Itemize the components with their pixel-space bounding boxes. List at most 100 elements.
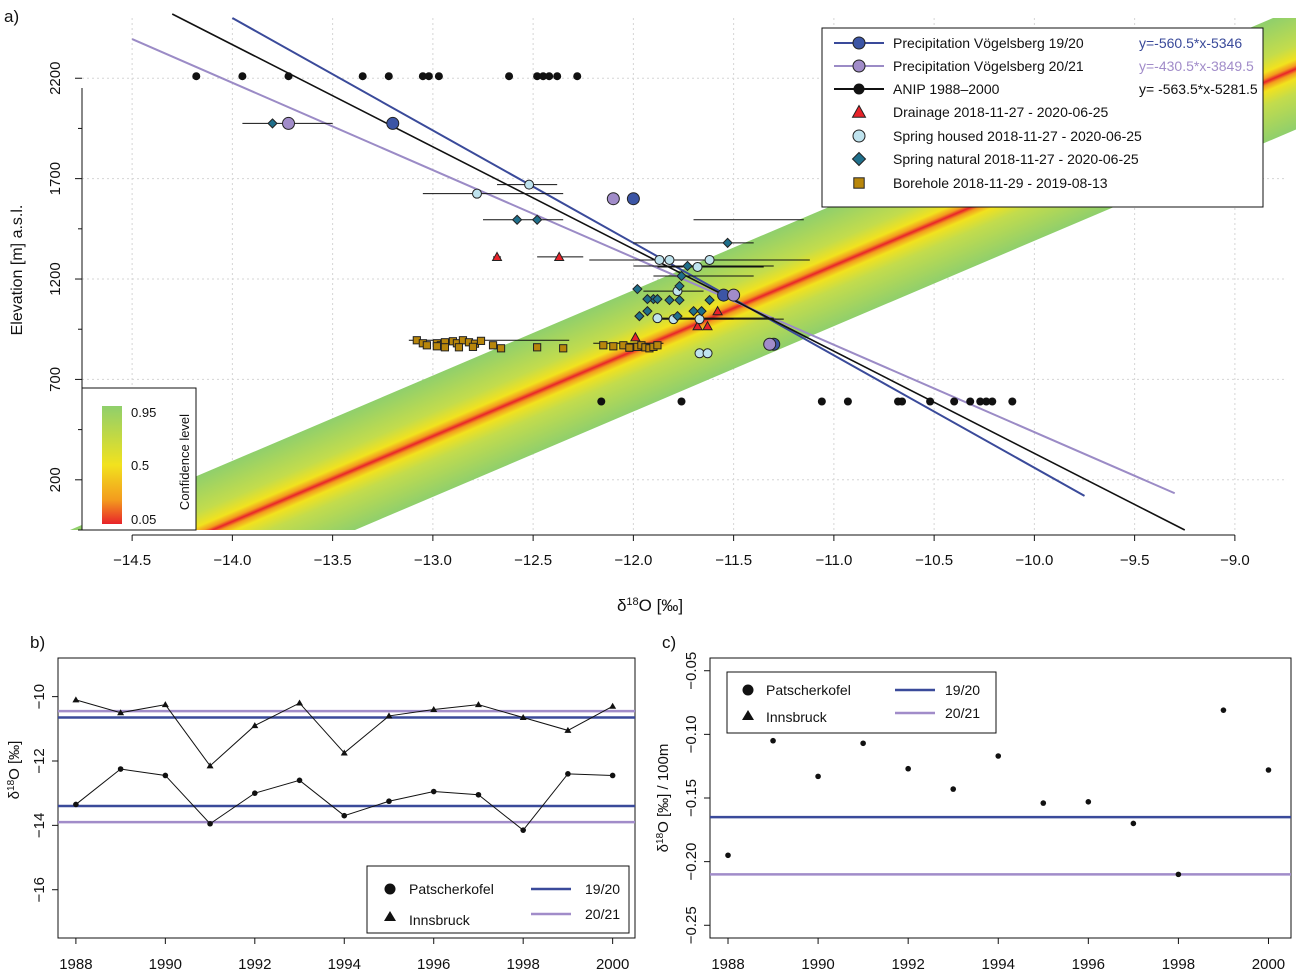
data-point xyxy=(652,313,663,324)
x-tick-label: 1990 xyxy=(149,956,182,973)
x-tick-label: −12.5 xyxy=(514,552,552,569)
data-point xyxy=(763,337,777,351)
panel-b-legend-innsbruck: Innsbruck xyxy=(409,912,471,928)
colorbar-title: Confidence level xyxy=(177,414,192,510)
x-tick-label: 2000 xyxy=(1252,956,1285,973)
panel-b-ylabel: δ18O [‰] xyxy=(6,741,23,800)
y-tick-label: −12 xyxy=(31,748,48,773)
data-point xyxy=(475,791,482,798)
panel-c-ylabel: δ18O [‰] / 100m xyxy=(655,744,672,853)
data-point xyxy=(642,305,653,317)
data-point xyxy=(511,214,523,225)
data-point xyxy=(1040,800,1047,806)
data-point xyxy=(630,331,641,342)
data-point xyxy=(505,72,514,81)
data-point xyxy=(609,342,618,351)
data-point xyxy=(476,336,486,345)
legend-box xyxy=(821,27,1264,208)
series-line xyxy=(75,699,613,767)
legend-marker-innsbruck xyxy=(742,710,754,720)
panel-a-ylabel: Elevation [m] a.s.l. xyxy=(9,205,26,336)
colorbar-tick-095: 0.95 xyxy=(131,405,156,420)
data-point xyxy=(545,72,554,81)
data-point xyxy=(474,701,482,708)
x-tick-label: 1998 xyxy=(506,956,539,973)
x-tick-label: 1988 xyxy=(59,956,92,973)
y-tick-label: 700 xyxy=(47,367,64,392)
x-tick-label: −9.0 xyxy=(1220,552,1250,569)
data-point xyxy=(72,696,80,703)
data-point xyxy=(1265,767,1272,773)
data-point xyxy=(905,765,911,772)
legend-marker-innsbruck xyxy=(384,911,396,921)
x-tick-label: −11.0 xyxy=(815,552,852,569)
data-point xyxy=(860,740,866,747)
y-tick-label: 200 xyxy=(47,467,64,492)
data-point xyxy=(430,788,437,795)
data-point xyxy=(898,397,907,406)
legend-eq-anip: y= -563.5*x-5281.5 xyxy=(1139,81,1258,97)
data-point xyxy=(817,397,826,406)
x-tick-label: 1992 xyxy=(238,956,271,973)
data-point xyxy=(434,72,443,81)
data-point xyxy=(702,320,713,331)
data-point xyxy=(496,344,506,353)
data-point xyxy=(468,342,478,351)
data-point xyxy=(704,254,715,265)
data-point xyxy=(966,397,975,406)
legend-marker xyxy=(852,129,866,143)
data-point xyxy=(73,801,79,808)
panel-b-legend-2021: 20/21 xyxy=(585,906,620,922)
data-point xyxy=(519,714,527,721)
data-point xyxy=(1008,397,1017,406)
x-tick-label: 2000 xyxy=(596,956,629,973)
data-point xyxy=(553,72,562,81)
x-tick-label: −10.0 xyxy=(1015,552,1053,569)
data-point xyxy=(117,709,125,716)
x-tick-label: 1996 xyxy=(417,956,450,973)
data-point xyxy=(418,72,427,81)
data-point xyxy=(722,237,733,249)
data-point xyxy=(385,712,393,719)
data-point xyxy=(843,397,852,406)
data-point xyxy=(995,753,1002,759)
data-point xyxy=(982,397,991,406)
data-point xyxy=(696,305,707,317)
data-point xyxy=(652,293,663,305)
panel-c-legend-2021: 20/21 xyxy=(945,705,980,721)
data-point xyxy=(702,348,713,359)
data-point xyxy=(692,320,703,331)
x-tick-label: −9.5 xyxy=(1120,552,1150,569)
panel-c-legend-1920: 19/20 xyxy=(945,682,980,698)
data-point xyxy=(341,812,348,819)
panel-c-label: c) xyxy=(662,633,676,652)
legend-marker-patscherkofel xyxy=(742,684,754,696)
y-tick-label: −0.05 xyxy=(683,652,700,690)
x-tick-label: 1994 xyxy=(982,956,1015,973)
data-point xyxy=(573,72,582,81)
data-point xyxy=(531,214,543,225)
legend-label-precip-1920: Precipitation Vögelsberg 19/20 xyxy=(893,35,1084,51)
legend-marker xyxy=(852,59,866,73)
data-point xyxy=(340,749,348,756)
colorbar-tick-05: 0.5 xyxy=(131,458,149,473)
data-point xyxy=(251,722,259,729)
data-point xyxy=(634,310,645,322)
data-point xyxy=(677,397,686,406)
panel-c-legend-box xyxy=(726,671,997,734)
data-point xyxy=(488,341,498,350)
x-tick-label: 1994 xyxy=(328,956,361,973)
data-point xyxy=(1085,799,1092,805)
data-point xyxy=(653,341,662,350)
data-point xyxy=(654,254,665,265)
y-tick-label: 2200 xyxy=(47,62,64,95)
panel-b-label: b) xyxy=(30,633,45,652)
data-point xyxy=(664,254,675,265)
data-point xyxy=(454,343,464,352)
x-tick-label: −13.5 xyxy=(314,552,352,569)
panel-a-legend: Precipitation Vögelsberg 19/20 y=-560.5*… xyxy=(821,27,1264,208)
panel-b-frame xyxy=(57,657,636,939)
panel-c-legend: Patscherkofel Innsbruck 19/20 20/21 xyxy=(726,671,997,734)
data-point xyxy=(565,771,571,777)
data-point xyxy=(559,344,568,353)
